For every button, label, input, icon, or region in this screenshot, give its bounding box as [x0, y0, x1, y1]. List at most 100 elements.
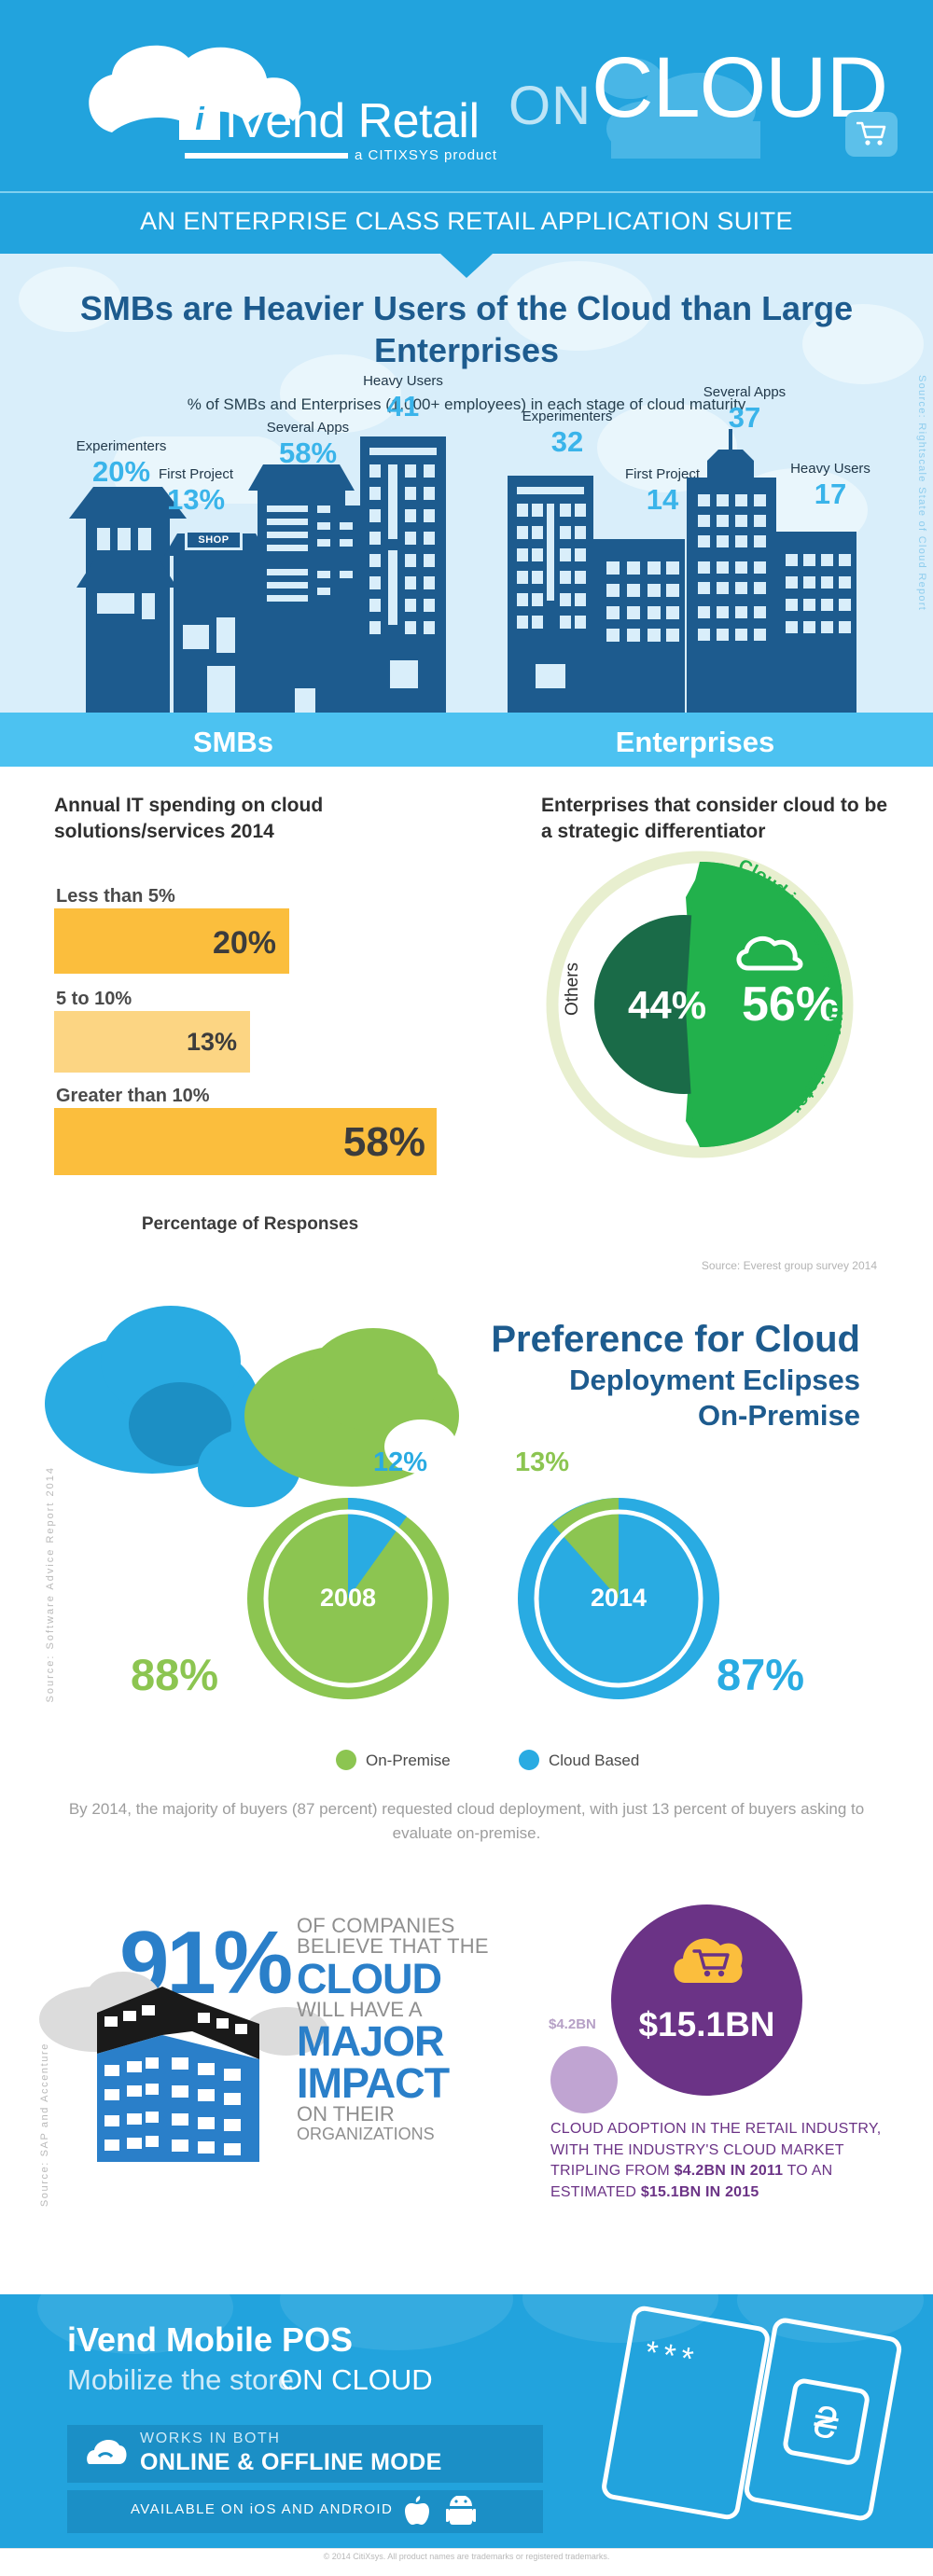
footer-section: iVend Mobile POS Mobilize the store ON C… [0, 2268, 933, 2576]
window [666, 584, 679, 597]
door [207, 666, 235, 713]
window [424, 487, 435, 500]
window [839, 621, 851, 633]
window [606, 606, 620, 619]
window [517, 504, 528, 517]
donut-secondary-value: 44% [628, 983, 706, 1027]
donut-heading: Enterprises that consider cloud to be a … [541, 795, 888, 842]
bubble-big [611, 1904, 802, 2096]
window [698, 535, 710, 547]
window [369, 509, 381, 522]
decor-cloud [19, 267, 121, 332]
window [340, 571, 353, 578]
title-line-3: On-Premise [697, 1398, 860, 1432]
on-word: ON [508, 76, 592, 136]
device-screen-dots: *** [642, 2334, 702, 2379]
pie-year-label: 2008 [319, 1584, 377, 1612]
window [267, 582, 308, 589]
window [424, 621, 435, 634]
source-note: Source: SAP and Accenture [39, 2043, 50, 2208]
footer-banner: iVend Mobile POS Mobilize the store ON C… [0, 2294, 933, 2548]
impact-line-5: MAJOR [297, 2017, 445, 2066]
window [717, 606, 729, 618]
logo-cloud-icon [89, 45, 301, 132]
window [627, 584, 640, 597]
window [267, 545, 308, 551]
window [405, 487, 416, 500]
window [648, 561, 661, 575]
door [536, 664, 565, 688]
window [532, 526, 543, 539]
section-title: SMBs are Heavier Users of the Cloud than… [79, 289, 854, 370]
svg-text:₴: ₴ [810, 2397, 842, 2449]
window [369, 599, 381, 612]
window [405, 576, 416, 589]
impact-statement: OF COMPANIES BELIEVE THAT THE CLOUD WILL… [297, 1914, 493, 2142]
impact-section: Source: SAP and Accenture 91% [0, 1886, 933, 2268]
window [388, 464, 397, 539]
window [606, 561, 620, 575]
bar-label: Several Apps [703, 384, 787, 400]
pie-chart [518, 1498, 719, 1699]
window [606, 629, 620, 642]
logo-divider [185, 153, 348, 159]
legend-swatch-on-premise [336, 1750, 356, 1770]
footer-divider [0, 2548, 933, 2549]
window [560, 548, 571, 561]
window [317, 506, 330, 513]
caption-part-a: CLOUD ADOPTION IN THE RETAIL INDUSTRY, W… [550, 2121, 882, 2180]
source-note: Source: Rightscale State of Cloud Report [916, 375, 927, 612]
window [424, 576, 435, 589]
logo-tagline: a CITIXSYS product [355, 147, 498, 163]
window [821, 621, 833, 633]
caption-part-c: TO AN ESTIMATED [550, 2163, 833, 2201]
window [405, 464, 416, 478]
bar-value: 37 [728, 401, 761, 434]
window [575, 504, 586, 517]
impact-line-2: BELIEVE THAT THE [297, 1934, 489, 1959]
donut-primary-value: 56% [742, 977, 839, 1032]
availability-label: AVAILABLE ON iOS AND ANDROID [131, 2501, 394, 2517]
window [786, 621, 798, 633]
title-line-2: Deployment Eclipses [569, 1363, 860, 1396]
bubble-small-label: $4.2BN [549, 2016, 596, 2032]
window [532, 571, 543, 584]
decor-cloud [308, 1328, 439, 1431]
window [839, 576, 851, 589]
decor-cloud [504, 261, 653, 351]
window [369, 487, 381, 500]
window [267, 506, 308, 512]
svg-text:Cloud is a strategic different: Cloud is a strategic differentiator [735, 855, 845, 1117]
window [606, 584, 620, 597]
bar [54, 908, 289, 974]
window [517, 548, 528, 561]
impact-line-1: OF COMPANIES [297, 1914, 455, 1937]
window [369, 532, 381, 545]
bar-value: 58% [278, 436, 338, 469]
window [369, 576, 381, 589]
window [547, 504, 554, 601]
window [340, 539, 353, 547]
window [648, 584, 661, 597]
window [317, 571, 330, 578]
decor-cloud [384, 1420, 457, 1474]
window [340, 522, 353, 530]
window [698, 561, 710, 574]
window [405, 621, 416, 634]
bar-label: Experimenters [522, 409, 613, 424]
spending-donut-section: Annual IT spending on cloud solutions/se… [0, 767, 933, 1289]
modes-label: ONLINE & OFFLINE MODE [140, 2449, 442, 2475]
spire-icon [707, 429, 754, 483]
window [754, 535, 766, 547]
cloud-word: CLOUD [592, 40, 888, 135]
window [369, 464, 381, 478]
window [754, 582, 766, 594]
window [698, 515, 710, 527]
window [317, 539, 330, 547]
window [560, 593, 571, 606]
window [754, 629, 766, 641]
window [424, 509, 435, 522]
window [216, 617, 235, 653]
window [717, 515, 729, 527]
smb-enterprise-section: SMBs are Heavier Users of the Cloud than… [0, 254, 933, 767]
